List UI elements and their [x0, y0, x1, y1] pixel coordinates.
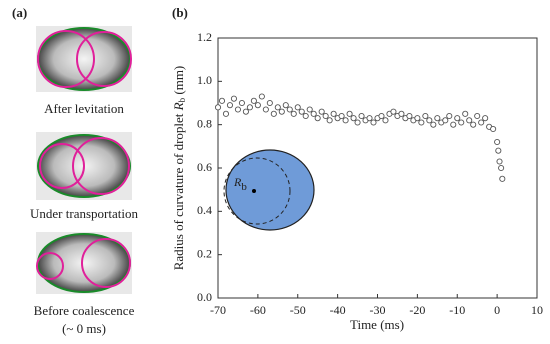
- point: [322, 112, 329, 120]
- droplet-image: [36, 232, 132, 294]
- point: [474, 112, 481, 120]
- point: [499, 175, 506, 182]
- point: [482, 115, 489, 122]
- point: [358, 112, 365, 120]
- point: [298, 108, 305, 115]
- point: [434, 115, 441, 122]
- point: [398, 110, 405, 117]
- point: [226, 102, 234, 109]
- x-tick-label: -60: [250, 303, 266, 317]
- x-tick-label: -10: [449, 303, 465, 317]
- point: [454, 115, 461, 122]
- point: [290, 110, 297, 117]
- y-tick-label: 0.2: [197, 246, 212, 260]
- x-tick-label: -20: [409, 303, 425, 317]
- y-tick-label: 1.0: [197, 73, 212, 87]
- x-tick-label: 10: [531, 303, 543, 317]
- point: [390, 108, 397, 115]
- point: [430, 121, 437, 128]
- point: [346, 110, 353, 117]
- caption: After levitation: [44, 101, 124, 116]
- point: [342, 117, 349, 124]
- point: [302, 112, 309, 120]
- inset-label: Rb: [233, 175, 247, 193]
- point: [494, 138, 501, 146]
- x-tick-label: -50: [290, 303, 306, 317]
- point: [310, 110, 317, 117]
- point: [350, 115, 357, 122]
- droplet-image: [36, 26, 132, 92]
- panel-label: (a): [12, 5, 27, 20]
- point: [214, 104, 222, 111]
- caption: Before coalescence: [34, 303, 135, 318]
- point: [414, 115, 421, 122]
- point: [294, 104, 301, 111]
- point: [282, 102, 289, 109]
- point: [266, 99, 273, 107]
- point: [326, 117, 333, 124]
- caption: (~ 0 ms): [62, 321, 106, 336]
- point: [450, 121, 457, 128]
- caption: Under transportation: [30, 206, 138, 221]
- point: [258, 93, 265, 100]
- point: [418, 119, 425, 126]
- droplet-image: [36, 132, 132, 200]
- y-tick-label: 0.4: [197, 203, 212, 217]
- point: [426, 117, 433, 124]
- point: [250, 97, 257, 104]
- point: [478, 119, 485, 126]
- point: [498, 164, 505, 172]
- panel-label: (b): [172, 5, 188, 20]
- y-axis-label: Radius of curvature of droplet Rb (mm): [171, 66, 187, 271]
- point: [314, 115, 321, 122]
- y-tick-label: 1.2: [197, 30, 212, 44]
- point: [370, 119, 377, 126]
- point: [286, 106, 293, 113]
- inset: Rb: [223, 149, 315, 231]
- point: [222, 110, 230, 117]
- point: [470, 121, 477, 128]
- point: [330, 110, 337, 117]
- point: [466, 117, 473, 124]
- point: [446, 112, 453, 120]
- point: [442, 117, 449, 124]
- point: [406, 112, 413, 120]
- point: [246, 104, 253, 111]
- x-tick-label: 0: [494, 303, 500, 317]
- point: [496, 158, 503, 165]
- point: [242, 108, 249, 115]
- y-tick-label: 0.0: [197, 290, 212, 304]
- y-tick-label: 0.8: [197, 116, 212, 130]
- point: [318, 108, 325, 115]
- point: [422, 112, 429, 120]
- point: [234, 106, 241, 113]
- x-tick-label: -30: [370, 303, 386, 317]
- point: [218, 97, 226, 104]
- point: [354, 119, 361, 126]
- point: [366, 115, 373, 122]
- point: [278, 108, 285, 115]
- point: [262, 106, 269, 113]
- point: [306, 106, 313, 113]
- point: [458, 119, 465, 126]
- point: [254, 102, 261, 109]
- point: [490, 125, 497, 133]
- point: [378, 112, 385, 120]
- point: [270, 110, 277, 117]
- point: [238, 99, 245, 107]
- y-tick-label: 0.6: [197, 160, 212, 174]
- point: [382, 117, 389, 124]
- x-axis-label: Time (ms): [350, 317, 404, 332]
- x-tick-label: -70: [210, 303, 226, 317]
- point: [462, 110, 469, 117]
- x-tick-label: -40: [330, 303, 346, 317]
- point: [274, 104, 281, 111]
- point: [230, 95, 237, 102]
- point: [338, 112, 345, 120]
- point: [495, 147, 502, 154]
